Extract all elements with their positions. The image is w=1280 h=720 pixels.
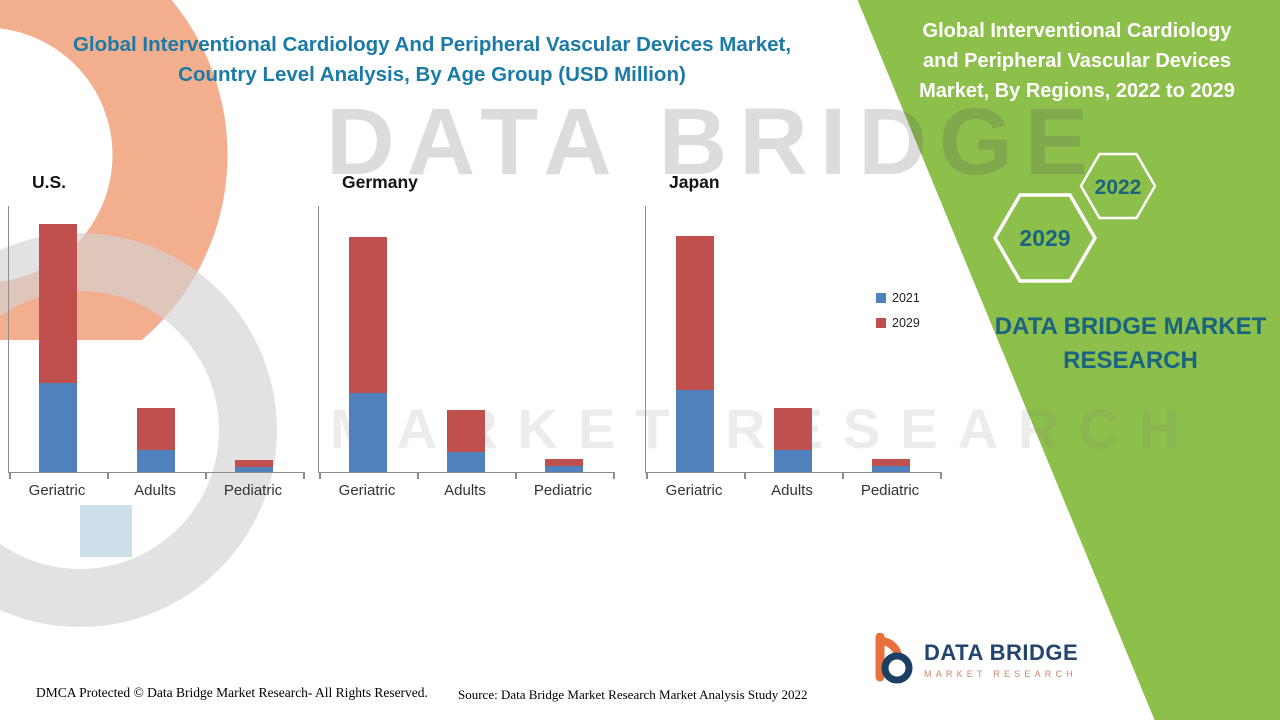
category-label: Adults [771,482,813,499]
stacked-bar-pediatric [235,460,273,472]
page-title: Global Interventional Cardiology And Per… [18,30,846,89]
axis-tick [515,472,517,479]
axis-tick [842,472,844,479]
footer-source: Source: Data Bridge Market Research Mark… [458,687,808,702]
axis-tick [646,472,648,479]
brand-text: DATA BRIDGE MARKET RESEARCH [994,313,1267,374]
hexagon-2029-label: 2029 [1019,225,1070,251]
stacked-bar-adults [447,410,485,472]
bar-segment-2029 [235,460,273,467]
bar-segment-2029 [137,408,175,450]
axis-tick [319,472,321,479]
axis-tick [613,472,615,479]
legend: 2021 2029 [876,291,920,341]
stacked-bar-geriatric [676,236,714,472]
dbmr-logo-icon [875,633,913,684]
bar-segment-2029 [349,237,387,393]
hexagon-badges: 2022 2029 [993,152,1157,283]
right-panel-title-line3: Market, By Regions, 2022 to 2029 [919,80,1235,102]
chart-categories: Geriatric Adults Pediatric [8,482,308,506]
chart-plot [318,206,615,479]
footer-dmca: DMCA Protected © Data Bridge Market Rese… [36,685,428,700]
axis-tick [205,472,207,479]
legend-swatch-2029 [876,318,886,328]
axis-tick [107,472,109,479]
bar-segment-2029 [676,236,714,390]
legend-label-2029: 2029 [892,316,920,330]
bar-segment-2029 [872,459,910,466]
page-title-line1: Global Interventional Cardiology And Per… [72,33,792,56]
right-panel-title-line2: and Peripheral Vascular Devices [923,50,1231,72]
bar-segment-2029 [447,410,485,452]
bar-segment-2029 [774,408,812,450]
bar-segment-2021 [774,450,812,472]
bar-segment-2021 [39,383,77,472]
bar-segment-2021 [349,393,387,472]
category-label: Adults [444,482,486,499]
axis-tick [417,472,419,479]
stacked-bar-geriatric [39,224,77,472]
right-panel-title: Global Interventional Cardiology and Per… [883,16,1271,106]
chart-country-label: U.S. [32,172,67,192]
stacked-bar-pediatric [545,459,583,472]
dbmr-logo: DATA BRIDGE MARKET RESEARCH [870,633,1078,685]
category-label: Geriatric [338,482,396,499]
page-title-line2: Country Level Analysis, By Age Group (US… [178,62,686,86]
chart-country-label: Japan [669,172,720,192]
legend-item-2029: 2029 [876,316,920,330]
chart-germany: Germany Geriatric Adults Pediatric [318,172,618,506]
chart-country-label: Germany [342,172,418,192]
bar-segment-2029 [39,224,77,383]
hexagon-2022-label: 2022 [1095,176,1142,199]
dbmr-logo-text: DATA BRIDGE MARKET RESEARCH [924,640,1078,679]
bar-segment-2021 [235,467,273,472]
stacked-bar-geriatric [349,237,387,472]
category-label: Pediatric [860,482,920,499]
stacked-bar-adults [774,408,812,472]
hexagon-2029-icon [993,193,1098,283]
category-label: Pediatric [223,482,283,499]
legend-label-2021: 2021 [892,291,920,305]
hexagon-2022-icon [1079,152,1157,220]
category-label: Adults [134,482,176,499]
stacked-bar-adults [137,408,175,472]
bar-segment-2021 [545,466,583,472]
legend-item-2021: 2021 [876,291,920,305]
bar-segment-2021 [447,452,485,472]
category-label: Pediatric [533,482,593,499]
bar-segment-2021 [872,466,910,472]
axis-tick [940,472,942,479]
bar-segment-2029 [545,459,583,466]
chart-categories: Geriatric Adults Pediatric [318,482,618,506]
right-panel-title-line1: Global Interventional Cardiology [922,20,1232,42]
bar-segment-2021 [676,390,714,472]
chart-plot [645,206,942,479]
chart-us: U.S. Geriatric Adults Pediatric [8,172,308,506]
axis-tick [9,472,11,479]
chart-plot [8,206,305,479]
dbmr-logo-tagline: MARKET RESEARCH [924,668,1077,679]
category-label: Geriatric [28,482,86,499]
chart-categories: Geriatric Adults Pediatric [645,482,945,506]
axis-tick [744,472,746,479]
legend-swatch-2021 [876,293,886,303]
chart-japan: Japan Geriatric Adults Pediatric [645,172,945,506]
bar-segment-2021 [137,450,175,472]
axis-tick [303,472,305,479]
stacked-bar-pediatric [872,459,910,472]
category-label: Geriatric [665,482,723,499]
dbmr-logo-name: DATA BRIDGE [924,639,1079,665]
